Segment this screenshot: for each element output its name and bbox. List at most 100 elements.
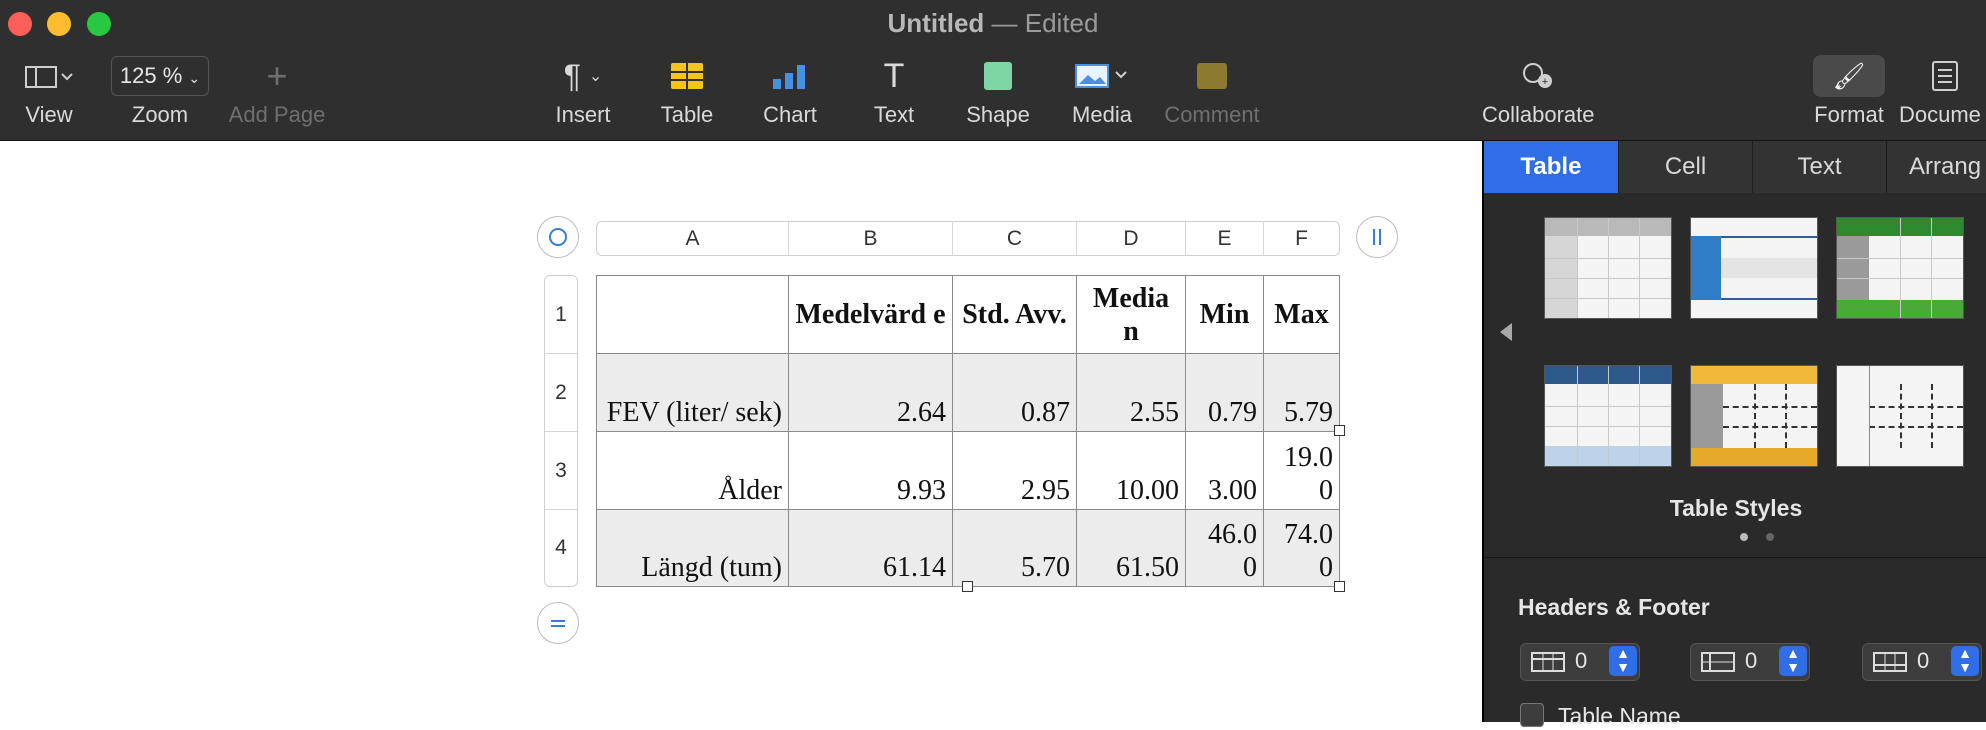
resize-handle-bottom[interactable]: [962, 581, 973, 592]
column-header-c[interactable]: C: [953, 222, 1077, 255]
table-style-dashed[interactable]: [1836, 365, 1964, 467]
table-cell[interactable]: 2.55: [1076, 353, 1186, 432]
add-column-handle[interactable]: [1356, 216, 1398, 258]
table-cell[interactable]: 61.14: [788, 509, 953, 587]
row-header-2[interactable]: 2: [545, 354, 577, 432]
table-cell[interactable]: Längd (tum): [596, 509, 789, 587]
table-cell[interactable]: Ålder: [596, 431, 789, 510]
table-cell[interactable]: 5.70: [952, 509, 1077, 587]
chart-button[interactable]: Chart: [735, 56, 845, 128]
minimize-window-button[interactable]: [47, 12, 71, 36]
table-cell[interactable]: 61.50: [1076, 509, 1186, 587]
footer-rows-stepper[interactable]: 0 ▲ ▼: [1862, 643, 1982, 681]
table-style-blue-sidebar[interactable]: [1690, 217, 1818, 319]
table-cell[interactable]: 46.0 0: [1185, 509, 1264, 587]
table-style-yellow[interactable]: [1690, 365, 1818, 467]
comment-button[interactable]: Comment: [1157, 56, 1267, 128]
row-header-3[interactable]: 3: [545, 432, 577, 510]
headers-footer-label: Headers & Footer: [1518, 594, 1710, 620]
media-icon: [1075, 64, 1127, 88]
document-button[interactable]: Docume: [1895, 56, 1986, 128]
section-divider: [1484, 557, 1986, 558]
paragraph-icon: ¶: [563, 57, 581, 94]
row-header-bar: 1 2 3 4: [544, 275, 578, 587]
data-table[interactable]: Medelvärd e Std. Avv. Media n Min Max FE…: [596, 275, 1340, 587]
column-header-bar: A B C D E F: [596, 221, 1340, 256]
column-handle-icon: [1373, 229, 1381, 245]
zoom-window-button[interactable]: [87, 12, 111, 36]
table-row: Längd (tum) 61.14 5.70 61.50 46.0 0 74.0…: [596, 509, 1340, 587]
table-cell[interactable]: Std. Avv.: [952, 275, 1077, 354]
table-cell[interactable]: [596, 275, 789, 354]
footer-rows-icon: [1873, 652, 1907, 672]
resize-handle-corner[interactable]: [1334, 581, 1345, 592]
header-columns-icon: [1701, 652, 1735, 672]
close-window-button[interactable]: [8, 12, 32, 36]
stepper-arrows-icon[interactable]: ▲ ▼: [1951, 646, 1979, 676]
header-rows-stepper[interactable]: 0 ▲ ▼: [1520, 643, 1640, 681]
add-row-handle[interactable]: [537, 602, 579, 644]
tab-arrange[interactable]: Arrang: [1887, 141, 1986, 193]
column-header-f[interactable]: F: [1295, 227, 1308, 250]
add-page-button[interactable]: + Add Page: [228, 55, 326, 127]
table-cell[interactable]: 2.64: [788, 353, 953, 432]
table-button[interactable]: Table: [632, 56, 742, 128]
table-cell[interactable]: Max: [1263, 275, 1340, 354]
table-name-checkbox[interactable]: [1520, 703, 1544, 727]
table-cell[interactable]: FEV (liter/ sek): [596, 353, 789, 432]
circle-icon: [549, 228, 567, 246]
zoom-control[interactable]: 125 % ⌄ Zoom: [105, 56, 215, 128]
table-style-gray[interactable]: [1544, 217, 1672, 319]
tab-cell[interactable]: Cell: [1619, 141, 1753, 193]
row-header-4[interactable]: 4: [555, 536, 567, 559]
row-header-1[interactable]: 1: [545, 276, 577, 354]
paintbrush-icon: 🖌: [1832, 60, 1866, 91]
shape-icon: [984, 62, 1012, 90]
resize-handle-right[interactable]: [1334, 425, 1345, 436]
table-cell[interactable]: Media n: [1076, 275, 1186, 354]
column-header-e[interactable]: E: [1186, 222, 1264, 255]
table-cell[interactable]: 0.79: [1185, 353, 1264, 432]
previous-styles-arrow-icon[interactable]: [1500, 323, 1512, 341]
format-button[interactable]: 🖌 Format: [1794, 55, 1904, 128]
table-cell[interactable]: Medelvärd e: [788, 275, 953, 354]
table-cell[interactable]: Min: [1185, 275, 1264, 354]
stepper-arrows-icon[interactable]: ▲ ▼: [1779, 646, 1807, 676]
media-button[interactable]: Media: [1047, 56, 1157, 128]
document-icon: [1932, 61, 1958, 91]
table-select-handle[interactable]: [537, 216, 579, 258]
zoom-select[interactable]: 125 % ⌄: [110, 56, 210, 96]
tab-text[interactable]: Text: [1753, 141, 1887, 193]
column-header-b[interactable]: B: [789, 222, 953, 255]
view-button[interactable]: View: [0, 56, 104, 128]
table-cell[interactable]: 3.00: [1185, 431, 1264, 510]
table-style-navy[interactable]: [1544, 365, 1672, 467]
header-columns-stepper[interactable]: 0 ▲ ▼: [1690, 643, 1810, 681]
collaborate-button[interactable]: + Collaborate: [1482, 56, 1595, 128]
table-cell[interactable]: 74.0 0: [1263, 509, 1340, 587]
table-row: FEV (liter/ sek) 2.64 0.87 2.55 0.79 5.7…: [596, 353, 1340, 432]
table-cell[interactable]: 0.87: [952, 353, 1077, 432]
table-cell[interactable]: 5.79: [1263, 353, 1340, 432]
text-button[interactable]: T Text: [873, 56, 915, 128]
page-dot-active[interactable]: [1740, 533, 1748, 541]
table-cell[interactable]: 2.95: [952, 431, 1077, 510]
column-header-d[interactable]: D: [1077, 222, 1186, 255]
table-cell[interactable]: 10.00: [1076, 431, 1186, 510]
shape-button[interactable]: Shape: [943, 56, 1053, 128]
tab-table[interactable]: Table: [1484, 141, 1619, 193]
column-header-a[interactable]: A: [597, 222, 789, 255]
insert-button[interactable]: ¶ ⌄ Insert: [555, 57, 611, 128]
collaborate-icon: +: [1523, 63, 1552, 88]
text-icon: T: [883, 56, 905, 95]
stepper-arrows-icon[interactable]: ▲ ▼: [1609, 646, 1637, 676]
table-style-green[interactable]: [1836, 217, 1964, 319]
table-cell[interactable]: 9.93: [788, 431, 953, 510]
window-title: Untitled — Edited: [887, 8, 1099, 38]
page-dot[interactable]: [1766, 533, 1774, 541]
bar-chart-icon: [773, 65, 805, 89]
table-cell[interactable]: 19.0 0: [1263, 431, 1340, 510]
table-row: Ålder 9.93 2.95 10.00 3.00 19.0 0: [596, 431, 1340, 510]
table-styles-label: Table Styles: [1669, 495, 1803, 521]
toolbar: Untitled — Edited View 125 % ⌄ Zoom + Ad…: [0, 0, 1986, 141]
